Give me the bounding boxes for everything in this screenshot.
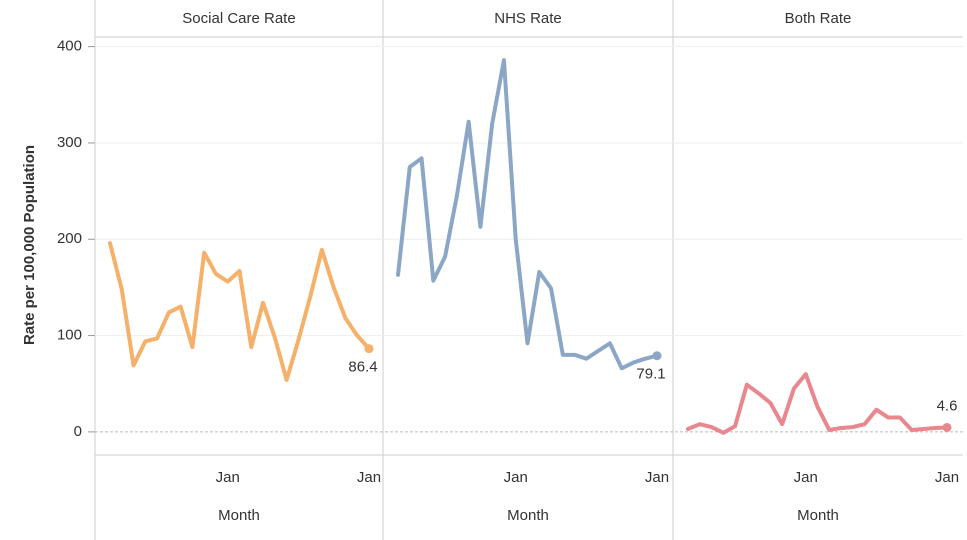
end-point xyxy=(652,351,662,361)
x-tick-label: Jan xyxy=(935,469,959,486)
panel-title: Social Care Rate xyxy=(182,10,295,27)
y-tick-label: 0 xyxy=(74,423,82,440)
end-point xyxy=(942,422,952,432)
x-axis-label: Month xyxy=(218,507,260,524)
x-axis-label: Month xyxy=(797,507,839,524)
line xyxy=(686,372,949,435)
value-label: 4.6 xyxy=(937,397,958,414)
line xyxy=(108,241,371,382)
x-tick-label: Jan xyxy=(216,469,240,486)
x-tick-label: Jan xyxy=(794,469,818,486)
panel-title: Both Rate xyxy=(785,10,852,27)
line xyxy=(396,58,659,371)
y-axis-label: Rate per 100,000 Population xyxy=(21,145,38,345)
x-axis-label: Month xyxy=(507,507,549,524)
y-tick-label: 200 xyxy=(57,230,82,247)
panel-title: NHS Rate xyxy=(494,10,562,27)
x-tick-label: Jan xyxy=(504,469,528,486)
value-label: 86.4 xyxy=(348,359,377,376)
y-tick-label: 300 xyxy=(57,134,82,151)
y-tick-label: 400 xyxy=(57,38,82,55)
end-point xyxy=(364,344,374,354)
x-tick-label: Jan xyxy=(645,469,669,486)
x-tick-label: Jan xyxy=(357,469,381,486)
y-tick-label: 100 xyxy=(57,327,82,344)
value-label: 79.1 xyxy=(636,366,665,383)
